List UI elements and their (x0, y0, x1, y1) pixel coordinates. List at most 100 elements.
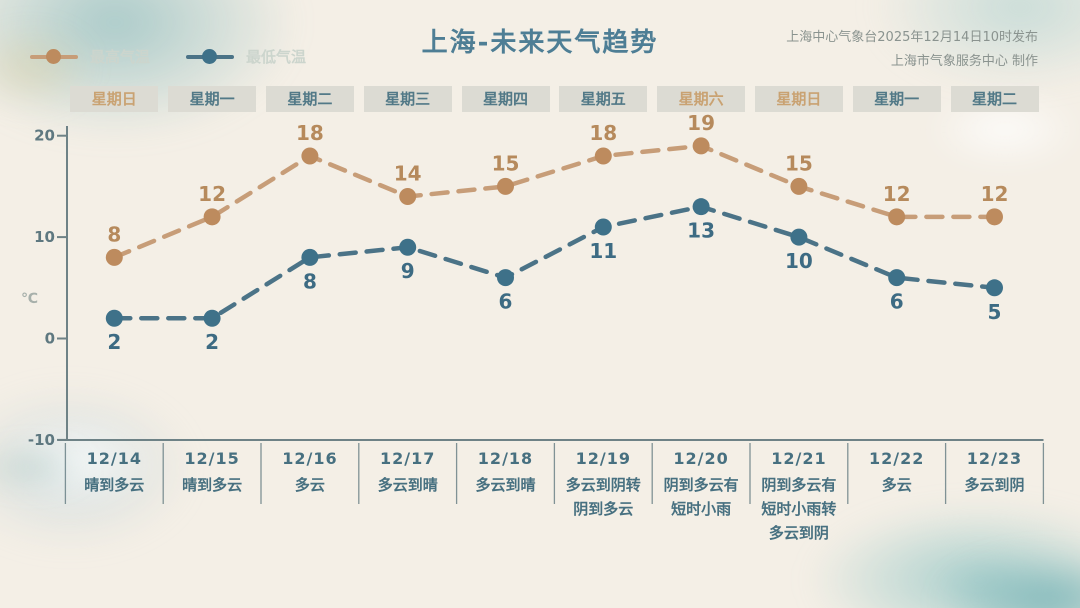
high-temp-value-label: 12 (198, 182, 226, 206)
day-column: 12/19 多云到阴转 阴到多云 (554, 449, 652, 521)
y-tick-label: -10 (28, 431, 55, 449)
day-column: 12/23 多云到阴 (946, 449, 1044, 497)
low-temp-point (594, 218, 612, 236)
weather-text: 晴到多云 (182, 476, 243, 494)
y-axis-unit-label: ℃ (21, 291, 38, 307)
day-column: 12/21 阴到多云有 短时小雨转 多云到阴 (750, 449, 848, 545)
low-temp-value-label: 6 (890, 290, 904, 314)
weather-text: 多云到晴 (475, 476, 536, 494)
low-temp-point (203, 309, 221, 327)
low-temp-value-label: 6 (499, 290, 513, 314)
issuer-info: 上海中心气象台2025年12月14日10时发布 上海市气象服务中心 制作 (786, 26, 1038, 74)
day-column: 12/20 阴到多云有 短时小雨 (652, 449, 750, 521)
high-temp-point (399, 188, 417, 206)
day-column: 12/18 多云到晴 (457, 449, 555, 497)
weekday-chip: 星期日 (754, 86, 843, 112)
high-temp-value-label: 15 (492, 151, 520, 175)
weekday-chip: 星期三 (363, 86, 452, 112)
weather-text: 阴到多云有 短时小雨 (663, 476, 739, 518)
weather-text: 晴到多云 (84, 476, 145, 494)
date-label: 12/23 (966, 449, 1023, 468)
high-temp-value-label: 14 (394, 162, 422, 186)
low-temp-marker-icon (186, 49, 235, 64)
high-temp-point (203, 208, 221, 226)
date-label: 12/21 (771, 449, 827, 468)
day-column: 12/22 多云 (848, 449, 946, 497)
weather-text: 多云到阴转 阴到多云 (565, 476, 641, 518)
day-column: 12/14 晴到多云 (65, 449, 163, 497)
weather-text: 多云 (294, 476, 325, 494)
date-label: 12/15 (184, 449, 240, 468)
low-temp-value-label: 13 (687, 219, 715, 243)
date-label: 12/16 (282, 449, 338, 468)
low-temp-point (790, 228, 808, 246)
low-temp-value-label: 9 (401, 259, 415, 283)
low-temp-point (888, 269, 906, 287)
high-temp-value-label: 12 (883, 182, 911, 206)
low-temp-point (986, 279, 1003, 297)
date-label: 12/19 (575, 449, 631, 468)
producer: 上海市气象服务中心 制作 (890, 54, 1038, 70)
date-label: 12/20 (673, 449, 729, 468)
high-temp-value-label: 18 (589, 121, 617, 145)
high-temp-value-label: 19 (687, 111, 715, 135)
high-temp-point (888, 208, 906, 226)
day-column: 12/17 多云到晴 (359, 449, 457, 497)
weather-text: 阴到多云有 短时小雨转 多云到阴 (761, 476, 837, 542)
low-temp-point (105, 309, 123, 327)
weekday-chip: 星期五 (559, 86, 648, 112)
low-temp-value-label: 2 (205, 330, 219, 354)
high-temp-value-label: 8 (107, 222, 121, 246)
low-temp-point (301, 248, 319, 266)
issue-time: 上海中心气象台2025年12月14日10时发布 (786, 30, 1038, 45)
weekday-chip: 星期六 (657, 86, 746, 112)
weather-text: 多云 (881, 476, 912, 494)
weekday-chip: 星期一 (852, 86, 941, 112)
weather-text: 多云到晴 (377, 476, 438, 494)
y-tick-label: 10 (34, 228, 55, 246)
y-tick-label: 20 (34, 127, 55, 145)
weekday-chip: 星期日 (70, 86, 159, 112)
high-temp-value-label: 15 (785, 151, 813, 175)
y-tick-label: 0 (45, 330, 55, 348)
legend: 最高气温 最低气温 (30, 46, 306, 67)
low-temp-point (692, 198, 710, 216)
legend-item-low: 最低气温 (186, 46, 306, 67)
day-column: 12/15 晴到多云 (163, 449, 261, 497)
weekday-chip: 星期二 (265, 86, 354, 112)
weather-text: 多云到阴 (964, 476, 1025, 494)
low-temp-value-label: 10 (785, 249, 813, 273)
high-temp-point (594, 147, 612, 165)
date-label: 12/18 (477, 449, 534, 468)
high-temp-value-label: 12 (981, 182, 1009, 206)
low-temp-value-label: 5 (988, 300, 1002, 324)
high-temp-point (790, 177, 808, 195)
high-temp-value-label: 18 (296, 121, 324, 145)
high-temp-point (692, 137, 710, 155)
day-column: 12/16 多云 (261, 449, 359, 497)
low-temp-value-label: 2 (107, 330, 121, 354)
low-temp-point (399, 238, 417, 256)
date-label: 12/14 (86, 449, 142, 468)
high-temp-point (986, 208, 1003, 226)
high-temp-marker-icon (30, 49, 78, 64)
low-temp-value-label: 11 (589, 239, 617, 263)
date-label: 12/22 (869, 449, 925, 468)
low-temp-line (112, 204, 997, 321)
high-temp-point (497, 177, 514, 195)
low-temp-point (497, 269, 514, 287)
high-temp-point (105, 248, 123, 266)
weekday-chip: 星期一 (168, 86, 257, 112)
legend-label-high: 最高气温 (90, 48, 151, 66)
legend-item-high: 最高气温 (30, 46, 150, 67)
legend-label-low: 最低气温 (246, 48, 307, 66)
high-temp-point (301, 147, 319, 165)
high-temp-line (112, 143, 997, 260)
date-label: 12/17 (380, 449, 436, 468)
page-title: 上海-未来天气趋势 (421, 28, 659, 58)
weekday-chip: 星期二 (950, 86, 1039, 112)
weekday-chip: 星期四 (461, 86, 550, 112)
low-temp-value-label: 8 (303, 269, 317, 293)
